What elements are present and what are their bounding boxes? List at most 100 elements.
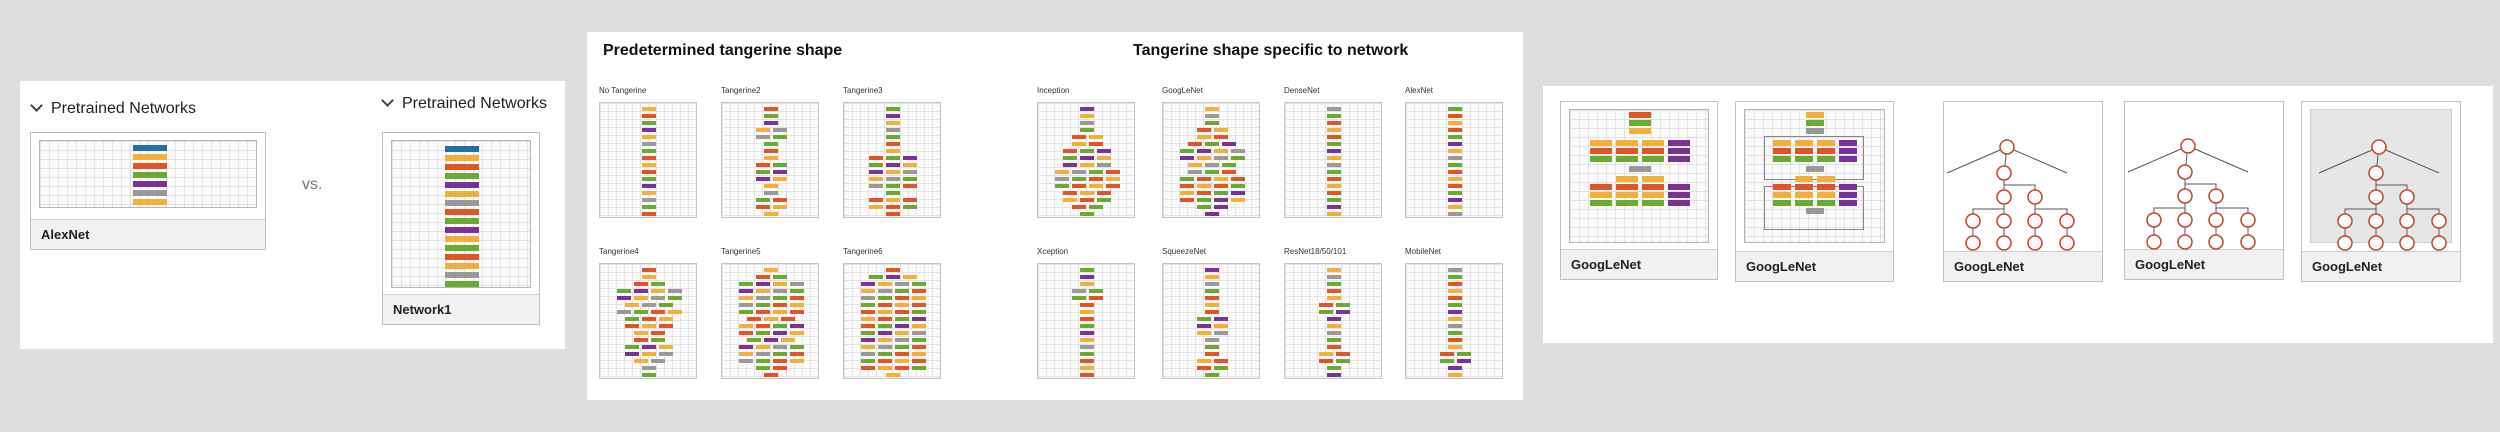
layer-block [911, 324, 926, 328]
layer-block [1196, 324, 1211, 328]
tree-node [2177, 164, 2193, 180]
tangerine-tile[interactable] [1162, 263, 1260, 379]
layer-block [1616, 140, 1638, 146]
tree-node [2027, 213, 2043, 229]
layer-block [1205, 296, 1219, 300]
layer-block [781, 317, 795, 321]
layer-block [886, 142, 900, 146]
layer-block [1071, 177, 1086, 181]
layer-block [755, 324, 770, 328]
layer-block [894, 317, 909, 321]
layer-block [1222, 142, 1236, 146]
tile-label: MobileNet [1405, 247, 1442, 256]
tree-node [1996, 189, 2012, 205]
layer-block [903, 156, 917, 160]
layer-block [1196, 198, 1211, 202]
layer-block [764, 212, 778, 216]
layer-block [860, 366, 875, 370]
layer-block [1088, 184, 1103, 188]
tangerine-tile[interactable] [1284, 102, 1382, 218]
tree-edge [1946, 146, 2008, 174]
layer-block [772, 205, 787, 209]
layer-block [659, 303, 673, 307]
layer-block [1205, 107, 1219, 111]
layer-block [860, 282, 875, 286]
tree-node [2399, 213, 2415, 229]
layer-block [659, 324, 673, 328]
layer-block [1088, 142, 1103, 146]
layer-block [1205, 212, 1219, 216]
tree-node [2177, 188, 2193, 204]
layer-block [1795, 200, 1813, 206]
layer-block [886, 114, 900, 118]
layer-block [869, 198, 883, 202]
tree-node [2208, 234, 2224, 250]
layer-block [1205, 345, 1219, 349]
layer-block [133, 181, 167, 187]
googlenet-card-tree-b[interactable]: GoogLeNet [2124, 101, 2284, 280]
layer-block [747, 338, 761, 342]
layer-block [1196, 191, 1211, 195]
network-card-alexnet[interactable]: AlexNet [30, 132, 266, 250]
tangerine-tile[interactable] [1405, 102, 1503, 218]
layer-block [1097, 191, 1111, 195]
layer-block [616, 289, 631, 293]
layer-block [625, 303, 639, 307]
layer-block [1196, 331, 1211, 335]
tile-label: DenseNet [1284, 86, 1320, 95]
network-card-network1[interactable]: Network1 [382, 132, 540, 325]
googlenet-card-tree-a[interactable]: GoogLeNet [1943, 101, 2103, 282]
tangerine-tile[interactable] [843, 102, 941, 218]
tangerine-tile[interactable] [721, 102, 819, 218]
pretrained-networks-header[interactable]: Pretrained Networks [381, 94, 547, 113]
card-label: GoogLeNet [1944, 251, 2102, 281]
layer-block [1080, 156, 1094, 160]
layer-block [642, 275, 656, 279]
layer-block [903, 184, 917, 188]
layer-block [738, 324, 753, 328]
layer-block [1318, 359, 1333, 363]
layer-block [789, 345, 804, 349]
layer-block [642, 268, 656, 272]
layer-block [764, 373, 778, 377]
layer-block [1806, 166, 1824, 172]
layer-block [903, 205, 917, 209]
tangerine-tile[interactable] [599, 263, 697, 379]
layer-block [1335, 310, 1350, 314]
tangerine-tile[interactable] [1037, 102, 1135, 218]
layer-block [1448, 310, 1462, 314]
layer-block [911, 345, 926, 349]
layer-block [1327, 114, 1341, 118]
googlenet-views-panel: GoogLeNet GoogLeNet GoogLeNet GoogLeNet … [1543, 86, 2493, 343]
tangerine-tile[interactable] [599, 102, 697, 218]
layer-block [860, 303, 875, 307]
tree-node [2027, 235, 2043, 251]
layer-block [1448, 268, 1462, 272]
layer-block [1327, 268, 1341, 272]
tangerine-tile[interactable] [1284, 263, 1382, 379]
layer-block [755, 289, 770, 293]
layer-block [1448, 345, 1462, 349]
pretrained-networks-header[interactable]: Pretrained Networks [30, 99, 196, 118]
layer-block [1327, 289, 1341, 293]
layer-block [869, 205, 883, 209]
layer-block [789, 331, 804, 335]
tangerine-tile[interactable] [1405, 263, 1503, 379]
googlenet-card-grouped[interactable]: GoogLeNet [1735, 101, 1894, 282]
layer-block [1817, 184, 1835, 190]
tangerine-tile[interactable] [721, 263, 819, 379]
googlenet-card-layers[interactable]: GoogLeNet [1560, 101, 1718, 280]
layer-block [642, 135, 656, 139]
tangerine-tile[interactable] [843, 263, 941, 379]
tangerine-tile[interactable] [1037, 263, 1135, 379]
layer-block [886, 268, 900, 272]
layer-block [1080, 303, 1094, 307]
layer-block [1773, 140, 1791, 146]
layer-block [772, 366, 787, 370]
tangerine-tile[interactable] [1162, 102, 1260, 218]
tree-diagrams [1946, 138, 2447, 251]
layer-block [1335, 359, 1350, 363]
layer-block [642, 163, 656, 167]
layer-block [1327, 296, 1341, 300]
layer-block [1213, 149, 1228, 153]
